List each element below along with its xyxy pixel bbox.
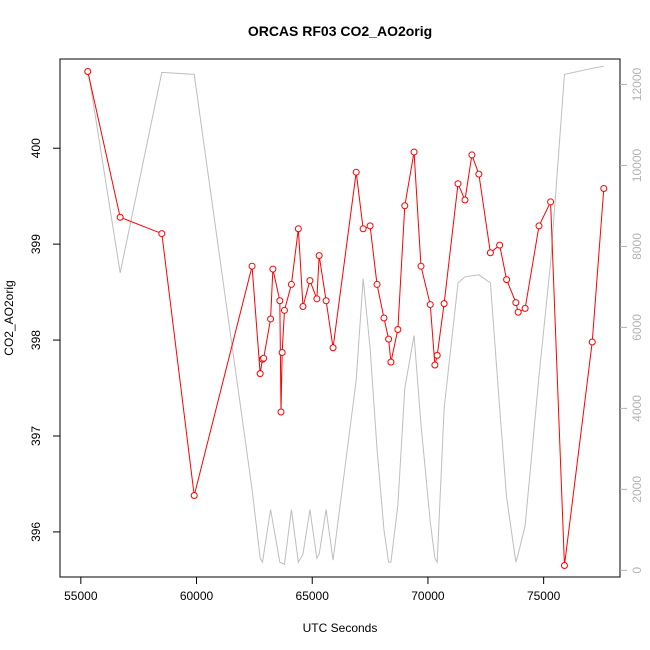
altitude-series-line	[87, 65, 604, 565]
x-tick-label: 55000	[64, 589, 98, 603]
co2-data-point	[352, 168, 360, 176]
x-tick-label: 70000	[411, 589, 445, 603]
y-tick-label: 399	[29, 234, 43, 254]
co2-data-point	[313, 295, 321, 303]
co2-data-point	[387, 358, 395, 366]
y-tick-label: 396	[29, 522, 43, 542]
x-tick-label: 60000	[180, 589, 214, 603]
plot-frame	[59, 58, 621, 578]
co2-data-point	[410, 148, 418, 156]
co2-data-point	[417, 262, 425, 270]
co2-data-point	[454, 180, 462, 188]
co2-data-point	[294, 225, 302, 233]
co2-data-point	[496, 241, 504, 249]
co2-data-point	[373, 280, 381, 288]
y2-tick-label: 12000	[630, 67, 644, 101]
y-axis-label: CO2_AO2orig	[2, 280, 16, 355]
co2-data-point	[547, 198, 555, 206]
y2-tick-label: 0	[630, 567, 644, 574]
co2-data-point	[521, 304, 529, 312]
co2-data-point	[440, 300, 448, 308]
co2-data-point	[385, 335, 393, 343]
co2-data-point	[426, 301, 434, 309]
chart-title: ORCAS RF03 CO2_AO2orig	[248, 23, 432, 39]
co2-data-point	[588, 338, 596, 346]
x-tick-label: 65000	[296, 589, 330, 603]
y2-tick-label: 2000	[630, 476, 644, 503]
co2-data-point	[560, 561, 568, 569]
x-axis-label: UTC Seconds	[303, 621, 378, 635]
co2-data-point	[190, 491, 198, 499]
co2-data-point	[394, 326, 402, 334]
co2-data-point	[158, 230, 166, 238]
co2-data-point	[248, 262, 256, 270]
co2-data-point	[600, 185, 608, 192]
co2-data-point	[512, 299, 520, 307]
x-tick-label: 75000	[527, 589, 561, 603]
co2-data-point	[322, 297, 330, 305]
co2-data-point	[260, 354, 268, 362]
co2-data-point	[461, 196, 469, 204]
y-tick-label: 397	[29, 426, 43, 446]
y-tick-label: 398	[29, 330, 43, 350]
co2-data-point	[277, 408, 285, 416]
co2-data-point	[256, 370, 264, 378]
y2-tick-label: 10000	[630, 148, 644, 182]
co2-data-point	[329, 344, 337, 352]
co2-data-point	[535, 222, 543, 230]
y2-tick-label: 8000	[630, 233, 644, 260]
co2-data-point	[433, 351, 441, 359]
co2-data-point	[278, 349, 286, 357]
co2-data-point	[280, 306, 288, 314]
co2-data-point	[486, 249, 494, 257]
co2-data-point	[514, 308, 522, 316]
co2-data-point	[269, 265, 277, 273]
co2-data-point	[475, 170, 483, 178]
co2-data-point	[287, 280, 295, 288]
y-tick-label: 400	[29, 138, 43, 158]
co2-data-point	[267, 315, 275, 323]
co2-data-point	[380, 314, 388, 322]
co2-data-point	[401, 202, 409, 210]
co2-data-point	[315, 252, 323, 260]
y2-tick-label: 6000	[630, 314, 644, 341]
co2-data-point	[84, 67, 92, 75]
co2-data-point	[359, 225, 367, 233]
co2-data-point	[503, 276, 511, 284]
y2-tick-label: 4000	[630, 395, 644, 422]
co2-data-point	[366, 222, 374, 230]
co2-data-point	[431, 361, 439, 369]
co2-data-point	[468, 151, 476, 159]
co2-series-line	[87, 71, 605, 566]
co2-data-point	[299, 302, 307, 310]
co2-data-point	[276, 297, 284, 305]
co2-data-point	[306, 277, 314, 285]
co2-data-point	[116, 213, 124, 221]
